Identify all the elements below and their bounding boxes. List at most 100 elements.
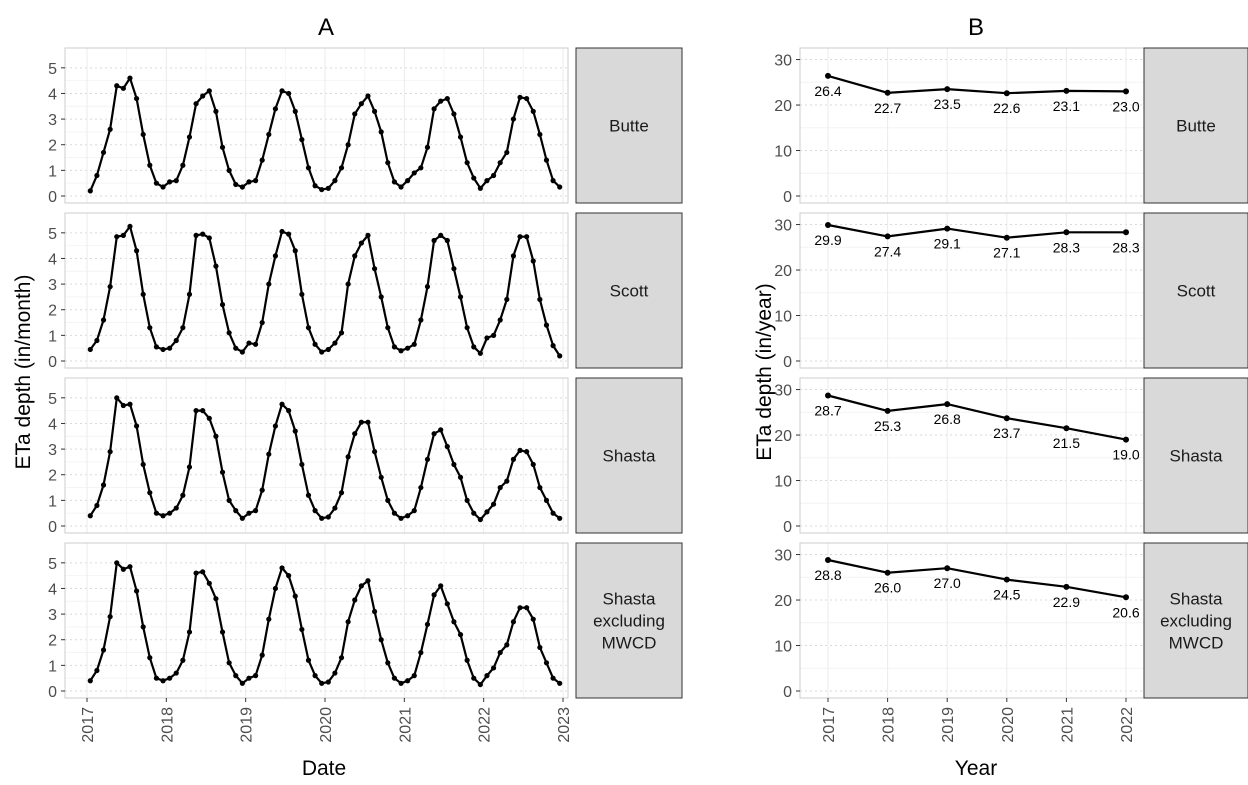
data-point <box>167 675 173 681</box>
data-point <box>213 433 219 439</box>
y-tick-label: 30 <box>774 548 792 565</box>
y-tick-label: 10 <box>774 144 792 161</box>
data-point <box>517 234 523 240</box>
y-tick-label: 3 <box>48 112 57 129</box>
data-point <box>239 349 245 355</box>
data-point <box>457 134 464 140</box>
data-point <box>490 501 497 507</box>
data-point <box>226 330 232 336</box>
data-point <box>530 616 536 622</box>
y-tick-label: 0 <box>783 684 792 701</box>
data-point <box>444 237 450 244</box>
data-point <box>464 325 470 331</box>
data-point <box>272 423 279 429</box>
data-point <box>246 340 252 346</box>
data-point <box>557 680 563 686</box>
facet-strip <box>1143 47 1248 204</box>
data-point <box>1063 425 1070 432</box>
data-label: 28.7 <box>814 402 841 418</box>
data-point <box>305 657 312 663</box>
data-point <box>385 660 391 666</box>
data-point <box>1003 576 1010 583</box>
data-point <box>338 165 345 171</box>
y-tick-label: 5 <box>48 61 57 78</box>
data-point <box>180 657 186 663</box>
data-point <box>259 157 265 163</box>
data-point <box>153 344 160 350</box>
data-point <box>1123 88 1129 95</box>
data-point <box>332 178 338 184</box>
data-label: 28.3 <box>1053 239 1080 255</box>
facet-strip <box>575 377 683 534</box>
data-point <box>120 402 126 409</box>
y-tick-label: 0 <box>48 189 57 206</box>
facet-strip-label: Shasta <box>1170 447 1223 466</box>
data-point <box>825 222 831 229</box>
data-point <box>517 605 523 611</box>
data-point <box>213 108 219 114</box>
data-point <box>371 449 378 455</box>
data-point <box>398 348 404 354</box>
data-point <box>292 108 298 114</box>
data-point <box>272 585 279 592</box>
data-point <box>825 557 831 564</box>
data-point <box>451 266 457 272</box>
y-tick-label: 0 <box>783 519 792 536</box>
y-tick-label: 5 <box>48 391 57 408</box>
data-point <box>444 95 450 102</box>
data-point <box>206 88 212 94</box>
data-point <box>944 401 951 408</box>
panel-a-facets: 0 1 2 3 4 5 Butte 0 1 2 3 4 5 Scott 0 1 2 3 4 5 Shasta 0 1 2 3 4 5… <box>48 47 683 743</box>
data-point <box>305 325 312 331</box>
data-point <box>312 508 318 514</box>
data-point <box>259 652 265 658</box>
data-point <box>213 596 219 602</box>
y-tick-label: 4 <box>48 581 57 598</box>
data-point <box>371 108 378 114</box>
data-point <box>557 515 563 521</box>
data-point <box>279 228 285 235</box>
facet-a-1: 0 1 2 3 4 5 Scott <box>48 212 683 371</box>
data-point <box>365 232 371 238</box>
data-point <box>140 291 146 297</box>
data-point <box>233 181 239 188</box>
data-point <box>87 188 93 194</box>
data-point <box>107 126 113 132</box>
y-tick-label: 2 <box>48 138 57 155</box>
data-point <box>160 346 166 353</box>
data-point <box>537 131 543 138</box>
data-point <box>338 655 345 661</box>
facet-a-2: 0 1 2 3 4 5 Shasta <box>48 377 683 536</box>
data-point <box>239 680 245 686</box>
data-point <box>325 679 331 685</box>
data-point <box>173 505 179 511</box>
data-point <box>457 474 464 480</box>
y-tick-label: 20 <box>774 428 792 445</box>
data-point <box>537 484 543 491</box>
data-point <box>100 149 107 156</box>
facet-strip-label: Shasta excluding MWCD <box>1160 590 1232 653</box>
data-point <box>504 296 510 303</box>
data-point <box>133 588 140 594</box>
data-label: 22.9 <box>1053 594 1080 610</box>
data-label: 23.7 <box>993 425 1020 441</box>
data-point <box>504 149 510 156</box>
data-label: 23.5 <box>934 96 961 112</box>
data-point <box>431 106 437 112</box>
data-point <box>550 510 556 516</box>
data-point <box>114 234 120 240</box>
data-point <box>325 346 331 353</box>
data-point <box>1123 436 1129 443</box>
data-point <box>418 649 424 656</box>
data-point <box>147 655 153 661</box>
y-tick-label: 30 <box>774 218 792 235</box>
data-point <box>398 184 404 190</box>
data-point <box>385 325 391 331</box>
data-point <box>200 93 206 99</box>
data-point <box>471 675 477 681</box>
data-point <box>292 428 298 434</box>
y-tick-label: 0 <box>48 684 57 701</box>
data-label: 20.6 <box>1112 604 1139 620</box>
y-tick-label: 30 <box>774 383 792 400</box>
